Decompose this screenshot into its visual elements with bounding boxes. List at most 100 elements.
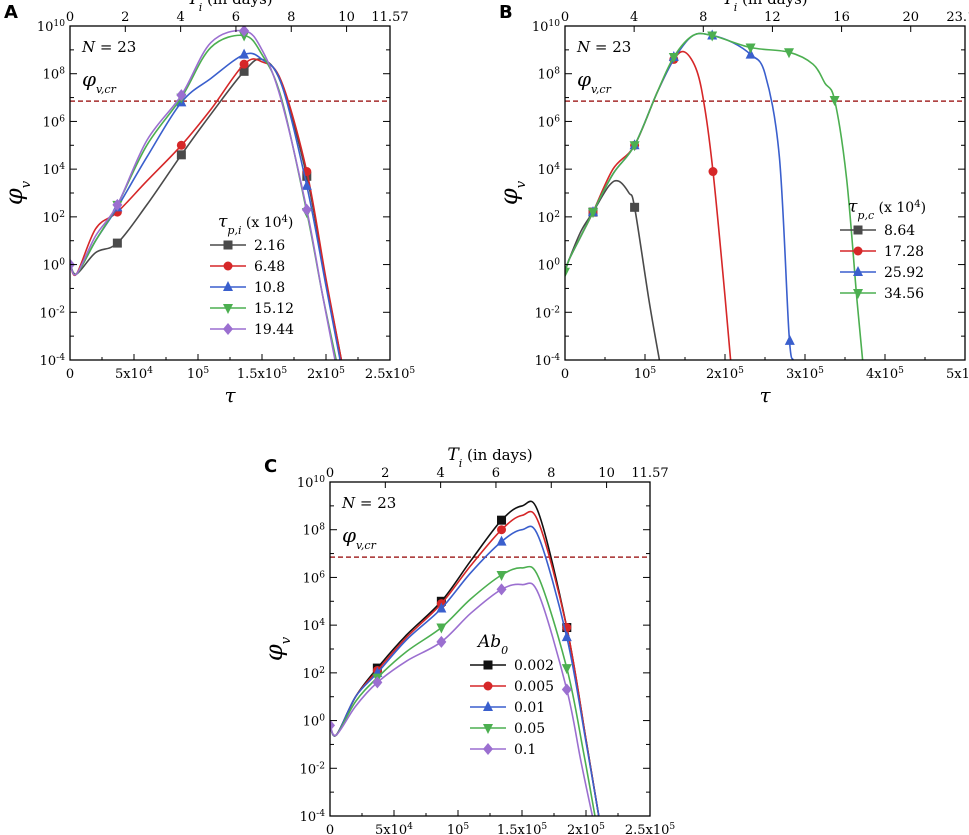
panel-c-point-2-2 — [496, 535, 507, 546]
panel-b-legend-marker-1 — [853, 246, 863, 256]
panel-a-legend-marker-1 — [223, 261, 233, 271]
panel-b-top-tick-label-0: 0 — [561, 10, 569, 25]
panel-a-series-4 — [70, 26, 336, 360]
panel-b-ytick-label: 104 — [538, 162, 561, 178]
panel-a-legend-label-2: 10.8 — [254, 280, 285, 296]
panel-b-point-2-5 — [784, 334, 795, 345]
panel-b-legend-title: τp,c (x 104) — [848, 197, 926, 222]
panel-a-top-tick-label-0: 0 — [66, 10, 74, 25]
panel-a-y-axis-title: φv — [0, 180, 34, 205]
panel-a-ytick-label: 10-2 — [40, 305, 65, 321]
panel-a-ytick-label: 102 — [43, 210, 65, 226]
panel-c-point-4-3 — [496, 583, 507, 596]
panel-a-point-4-4 — [301, 203, 312, 216]
panel-b-y-axis-title: φv — [495, 180, 529, 205]
panel-b-xtick-label-2: 2x105 — [706, 366, 744, 382]
panel-c-legend-title: Ab0 — [476, 632, 508, 657]
panel-c-ytick-label: 1010 — [297, 475, 325, 491]
panel-a-top-axis-title: Ti (in days) — [187, 0, 272, 14]
panel-b-xtick-label-5: 5x105 — [946, 366, 969, 382]
panel-b-top-tick-label-2: 8 — [699, 10, 707, 25]
panel-a-legend-label-1: 6.48 — [254, 259, 285, 275]
panel-b-x-axis-title: τ — [759, 383, 771, 407]
panel-c-top-tick-label-1: 2 — [381, 466, 389, 481]
panel-a-xtick-label-5: 2.5x105 — [365, 366, 416, 382]
panel-b-legend: τp,c (x 104)8.64 17.28 25.92 34.56 — [840, 197, 926, 302]
panel-b-legend-marker-3 — [853, 289, 863, 299]
panel-a-point-2-2 — [239, 48, 250, 59]
panel-c-point-0-2 — [497, 515, 507, 525]
panel-a-threshold-label: φv,cr — [82, 67, 117, 96]
panel-b-legend-label-3: 34.56 — [884, 286, 924, 302]
panel-c-point-2-3 — [561, 631, 572, 642]
panel-a-xtick-label-0: 0 — [66, 367, 74, 382]
panel-c-point-3-2 — [496, 571, 507, 582]
panel-a-legend-label-3: 15.12 — [254, 301, 294, 317]
panel-a-point-1-1 — [176, 140, 186, 150]
panel-a-point-4-1 — [112, 198, 123, 211]
panel-c-ytick-label: 104 — [303, 618, 326, 634]
panel-b-series-line-1 — [565, 50, 732, 360]
panel-c-legend-label-3: 0.05 — [514, 721, 545, 737]
panel-a-legend-label-4: 19.44 — [254, 322, 294, 338]
panel-a-xtick-label-4: 2x105 — [307, 366, 345, 382]
panel-c-legend: Ab0 0.002 0.005 0.01 0.05 0.1 — [470, 632, 554, 758]
panel-c-xtick-label-3: 1.5x105 — [497, 822, 548, 835]
panel-c-legend-marker-4 — [483, 743, 493, 755]
panel-b-top-tick-label-4: 16 — [833, 10, 850, 25]
panel-b-top-tick-label-5: 20 — [902, 10, 919, 25]
panel-c-ytick-label: 106 — [303, 570, 326, 586]
panel-c-top-tick-label-6: 11.57 — [631, 466, 668, 481]
panel-a-ytick-label: 106 — [43, 114, 66, 130]
panel-a-point-0-1 — [176, 150, 186, 160]
panel-a-top-tick-label-2: 4 — [176, 10, 184, 25]
panel-c-legend-marker-2 — [483, 701, 493, 711]
panel-a-point-1-2 — [239, 59, 249, 69]
panel-a-legend: τp,i (x 104)2.16 6.48 10.8 15.12 19.44 — [210, 212, 294, 338]
panel-a-point-0-2 — [239, 66, 249, 76]
panel-c-point-2-1 — [436, 602, 447, 613]
panel-b-top-axis-title: Ti (in days) — [722, 0, 807, 14]
panel-c-top-axis-title: Ti (in days) — [447, 445, 532, 470]
panel-b-point-2-4 — [745, 48, 756, 59]
panel-b-ytick-label: 1010 — [532, 19, 560, 35]
panel-a-top-tick-label-6: 11.57 — [371, 10, 408, 25]
panel-a-legend-marker-4 — [223, 323, 233, 335]
panel-a-ytick-label: 10-4 — [40, 353, 66, 369]
panel-c-point-3-1 — [436, 623, 447, 634]
panel-c-letter: C — [264, 456, 277, 477]
panel-c-xtick-label-5: 2.5x105 — [625, 822, 676, 835]
panel-b-legend-label-2: 25.92 — [884, 265, 924, 281]
panel-b-xtick-label-0: 0 — [561, 367, 569, 382]
panel-b-series-1 — [565, 50, 732, 360]
panel-c-xtick-label-1: 5x104 — [375, 822, 413, 835]
panel-b-legend-marker-2 — [853, 266, 863, 276]
panel-c-top-tick-label-5: 10 — [598, 466, 615, 481]
panel-b-point-3-1 — [588, 208, 598, 219]
panel-b-ytick-label: 102 — [538, 210, 560, 226]
panel-c-legend-label-4: 0.1 — [514, 742, 536, 758]
panel-a-point-0-0 — [112, 238, 122, 248]
panel-c-series-3 — [330, 565, 596, 816]
panel-b-point-0-1 — [630, 202, 640, 212]
panel-b-series-line-0 — [565, 179, 661, 360]
panel-b-ytick-label: 100 — [538, 258, 561, 274]
panel-a-ytick-label: 104 — [43, 162, 66, 178]
panel-a-top-tick-label-4: 8 — [287, 10, 295, 25]
panel-a-top-tick-label-5: 10 — [338, 10, 355, 25]
panel-c-xtick-label-0: 0 — [326, 823, 334, 835]
panel-c-top-tick-label-4: 8 — [547, 466, 555, 481]
panel-b-xtick-label-4: 4x105 — [866, 366, 904, 382]
panel-c-point-1-2 — [497, 525, 507, 535]
panel-b-point-3-0 — [565, 267, 570, 278]
panel-b-top-tick-label-6: 23.14 — [946, 10, 969, 25]
panel-a-letter: A — [4, 2, 18, 23]
panel-a-series-line-0 — [70, 58, 343, 360]
panel-b-xtick-label-1: 105 — [634, 366, 657, 382]
panel-a-xtick-label-1: 5x104 — [115, 366, 153, 382]
panel-b-ytick-label: 108 — [538, 67, 561, 83]
panel-c-top-tick-label-2: 4 — [436, 466, 444, 481]
panel-b-point-3-3 — [668, 53, 679, 64]
panel-c-xtick-label-4: 2x105 — [567, 822, 605, 835]
